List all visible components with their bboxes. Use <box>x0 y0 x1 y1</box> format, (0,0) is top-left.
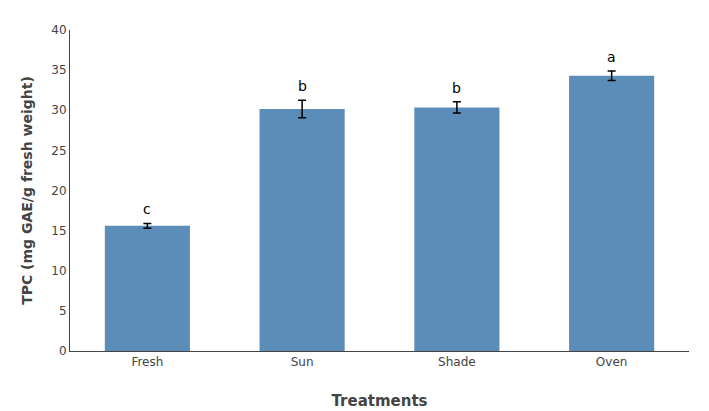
svg-text:b: b <box>452 80 461 96</box>
svg-text:a: a <box>607 49 616 65</box>
svg-text:Oven: Oven <box>596 355 628 369</box>
svg-text:Shade: Shade <box>438 355 476 369</box>
svg-text:TPC (mg GAE/g fresh weight): TPC (mg GAE/g fresh weight) <box>19 76 35 305</box>
svg-text:c: c <box>143 201 151 217</box>
svg-text:5: 5 <box>59 304 67 318</box>
svg-text:Sun: Sun <box>291 355 314 369</box>
svg-text:10: 10 <box>51 264 66 278</box>
svg-text:30: 30 <box>51 103 66 117</box>
svg-text:35: 35 <box>51 63 66 77</box>
svg-text:Treatments: Treatments <box>331 392 427 410</box>
svg-text:25: 25 <box>51 144 66 158</box>
svg-text:0: 0 <box>59 344 67 358</box>
svg-text:40: 40 <box>51 23 66 37</box>
svg-text:Fresh: Fresh <box>131 355 163 369</box>
svg-text:20: 20 <box>51 184 66 198</box>
svg-text:15: 15 <box>51 224 66 238</box>
svg-text:b: b <box>298 78 307 94</box>
